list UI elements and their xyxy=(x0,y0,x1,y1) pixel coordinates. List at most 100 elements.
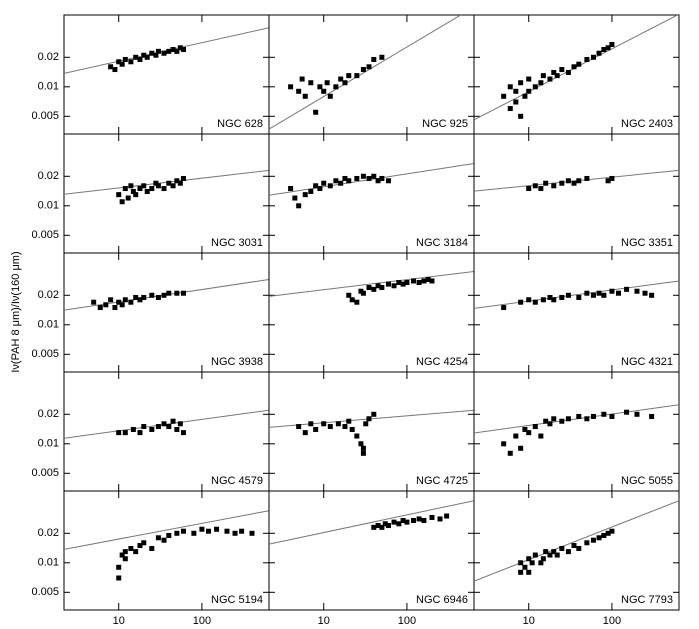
data-point xyxy=(532,84,538,90)
data-point xyxy=(538,80,544,86)
data-point xyxy=(526,556,532,562)
data-point xyxy=(518,299,524,305)
data-point xyxy=(565,69,571,75)
data-point xyxy=(214,526,220,532)
data-point xyxy=(584,540,590,546)
fit-line xyxy=(269,270,474,297)
data-point xyxy=(526,76,532,82)
data-point xyxy=(518,113,524,119)
data-point xyxy=(327,93,333,99)
data-point xyxy=(170,183,176,189)
data-point xyxy=(518,80,524,86)
y-axis-label: Iν(PAH 8 μm)/Iν(160 μm) xyxy=(10,251,22,372)
panel-frame xyxy=(473,371,680,492)
data-point xyxy=(174,426,180,432)
data-point xyxy=(130,188,136,194)
panel-frame xyxy=(268,133,475,254)
data-point xyxy=(128,183,134,189)
data-point xyxy=(379,524,385,530)
data-point xyxy=(584,416,590,422)
data-point xyxy=(366,64,372,70)
data-point xyxy=(391,283,397,289)
data-point xyxy=(335,421,341,427)
data-point xyxy=(249,530,255,536)
data-point xyxy=(308,80,314,86)
data-point xyxy=(429,278,435,284)
data-point xyxy=(411,518,417,524)
data-point xyxy=(624,286,630,292)
data-point xyxy=(137,186,143,192)
data-point xyxy=(358,441,364,447)
data-point xyxy=(429,514,435,520)
data-point xyxy=(609,288,615,294)
plot-area xyxy=(269,409,474,456)
data-point xyxy=(396,521,402,527)
data-point xyxy=(133,294,139,300)
data-point xyxy=(161,292,167,298)
x-tick-label: 100 xyxy=(398,615,416,627)
data-point xyxy=(133,54,139,60)
data-point xyxy=(224,528,230,534)
data-point xyxy=(296,203,302,209)
data-point xyxy=(609,175,615,181)
data-point xyxy=(547,552,553,558)
x-tick-label: 10 xyxy=(523,615,535,627)
data-point xyxy=(161,186,167,192)
data-point xyxy=(375,283,381,289)
data-point xyxy=(543,180,549,186)
data-point xyxy=(141,52,147,58)
data-point xyxy=(565,416,571,422)
fit-line xyxy=(269,500,474,545)
data-point xyxy=(349,297,355,303)
data-point xyxy=(166,424,172,430)
data-point xyxy=(501,305,507,311)
data-point xyxy=(296,424,302,430)
data-point xyxy=(327,183,333,189)
data-point xyxy=(385,523,391,529)
data-point xyxy=(313,109,319,115)
data-point xyxy=(122,186,128,192)
plot-area xyxy=(474,280,679,311)
data-point xyxy=(103,302,109,308)
y-tick-label: 0.005 xyxy=(31,348,59,360)
data-point xyxy=(526,569,532,575)
data-point xyxy=(125,195,131,201)
data-point xyxy=(232,530,238,536)
data-point xyxy=(239,528,245,534)
data-point xyxy=(170,47,176,53)
data-point xyxy=(371,286,377,292)
y-tick-label: 0.01 xyxy=(38,319,59,331)
data-point xyxy=(149,292,155,298)
data-point xyxy=(379,285,385,291)
data-point xyxy=(161,50,167,56)
data-point xyxy=(153,180,159,186)
plot-area xyxy=(269,500,474,545)
panel-title: NGC 3351 xyxy=(621,237,673,249)
data-point xyxy=(522,426,528,432)
data-point xyxy=(526,430,532,436)
panel-frame xyxy=(473,133,680,254)
data-point xyxy=(507,84,513,90)
panel: 0.005 0.01 0.02 NGC 4579 xyxy=(31,371,270,492)
panel: NGC 4725 xyxy=(268,371,475,492)
data-point xyxy=(437,516,443,522)
data-point xyxy=(551,183,557,189)
fit-line xyxy=(64,510,269,550)
data-point xyxy=(513,99,519,105)
data-point xyxy=(133,192,139,198)
x-tick-label: 10 xyxy=(113,615,125,627)
y-tick-label: 0.005 xyxy=(31,110,59,122)
data-point xyxy=(130,426,136,432)
panel: 0.005 0.01 0.02 NGC 3938 xyxy=(31,252,270,373)
data-point xyxy=(308,421,314,427)
panel: 0.005 0.01 0.02 NGC 3031 xyxy=(31,133,270,254)
data-point xyxy=(174,178,180,184)
data-point xyxy=(642,290,648,296)
data-point xyxy=(565,292,571,298)
data-point xyxy=(371,56,377,62)
data-point xyxy=(112,305,118,311)
data-point xyxy=(363,421,369,427)
data-point xyxy=(379,54,385,60)
